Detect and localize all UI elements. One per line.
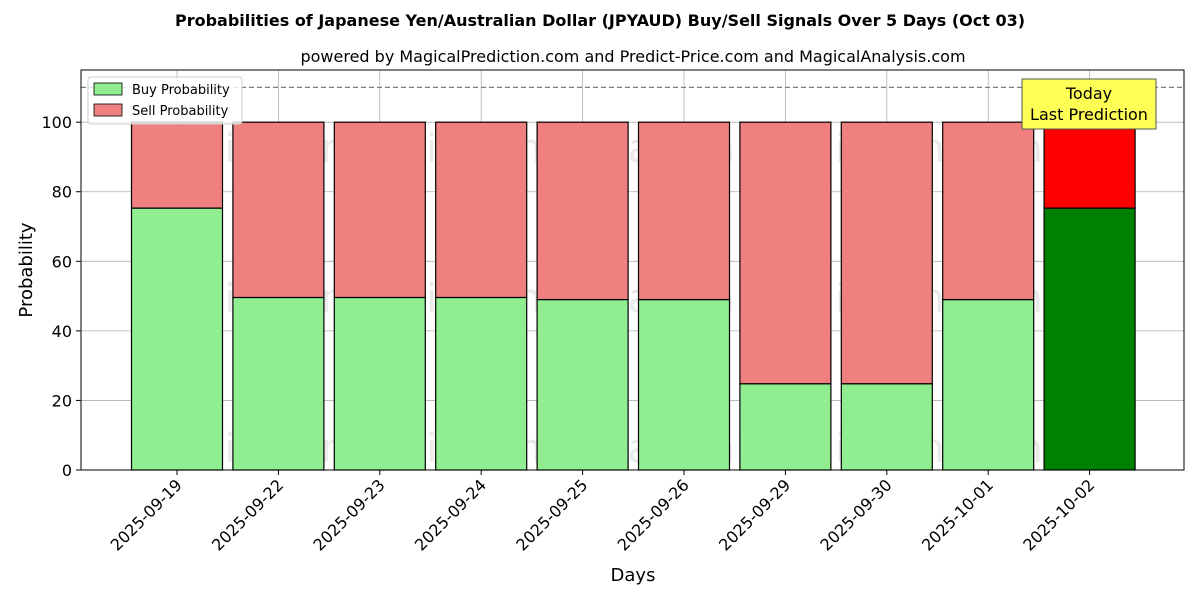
legend-box xyxy=(87,76,243,125)
bar-layer xyxy=(130,121,1136,471)
sell-bar xyxy=(536,121,629,301)
sell-bar xyxy=(739,121,832,385)
legend-buy-swatch xyxy=(93,82,123,96)
x-tick-label: 2025-09-30 xyxy=(816,475,895,554)
y-axis-label: Probability xyxy=(16,222,37,317)
legend-sell-label: Sell Probability xyxy=(132,104,229,119)
buy-bar xyxy=(232,296,325,471)
annotation-line2: Last Prediction xyxy=(1030,105,1148,124)
legend: Buy Probability Sell Probability xyxy=(87,76,243,125)
y-tick-label: 60 xyxy=(52,252,72,271)
buy-bar xyxy=(435,296,528,471)
x-tick-label: 2025-09-25 xyxy=(512,475,591,554)
y-tick-label: 40 xyxy=(52,322,72,341)
y-tick-label: 20 xyxy=(52,391,72,410)
buy-bar xyxy=(942,298,1035,471)
x-tick-label: 2025-09-24 xyxy=(411,475,490,554)
sell-bar xyxy=(1043,121,1136,209)
x-axis-label: Days xyxy=(611,565,656,586)
x-tick-label: 2025-09-26 xyxy=(614,475,693,554)
buy-bar xyxy=(739,383,832,471)
x-tick-label: 2025-09-22 xyxy=(208,475,287,554)
buy-bar xyxy=(333,296,426,471)
legend-sell-swatch xyxy=(93,103,123,117)
sell-bar xyxy=(840,121,933,385)
legend-buy-label: Buy Probability xyxy=(132,83,230,98)
today-annotation: Today Last Prediction xyxy=(1021,78,1157,130)
buy-bar xyxy=(840,383,933,471)
buy-bar xyxy=(637,298,731,471)
buy-bar xyxy=(1043,207,1136,471)
sell-bar xyxy=(637,121,731,301)
annotation-line1: Today xyxy=(1065,84,1112,103)
y-tick-label: 0 xyxy=(62,461,72,480)
y-tick-label: 80 xyxy=(52,183,72,202)
y-tick-label: 100 xyxy=(41,113,72,132)
sell-bar xyxy=(333,121,426,299)
y-axis: 0 20 40 60 80 100 xyxy=(41,113,81,480)
chart-subtitle: powered by MagicalPrediction.com and Pre… xyxy=(300,47,965,66)
chart-title: Probabilities of Japanese Yen/Australian… xyxy=(175,11,1025,30)
x-axis: 2025-09-19 2025-09-22 2025-09-23 2025-09-24… xyxy=(107,470,1098,555)
buy-bar xyxy=(536,298,629,471)
x-tick-label: 2025-09-19 xyxy=(107,475,186,554)
sell-bar xyxy=(435,121,528,299)
x-tick-label: 2025-09-29 xyxy=(715,475,794,554)
sell-bar xyxy=(232,121,325,299)
sell-bar xyxy=(130,121,224,209)
plot-frame xyxy=(80,69,1185,471)
sell-bar xyxy=(942,121,1035,301)
annotation-box xyxy=(1021,78,1157,130)
x-tick-label: 2025-09-23 xyxy=(309,475,388,554)
x-tick-label: 2025-10-02 xyxy=(1019,475,1098,554)
buy-bar xyxy=(130,207,224,471)
x-tick-label: 2025-10-01 xyxy=(918,475,997,554)
